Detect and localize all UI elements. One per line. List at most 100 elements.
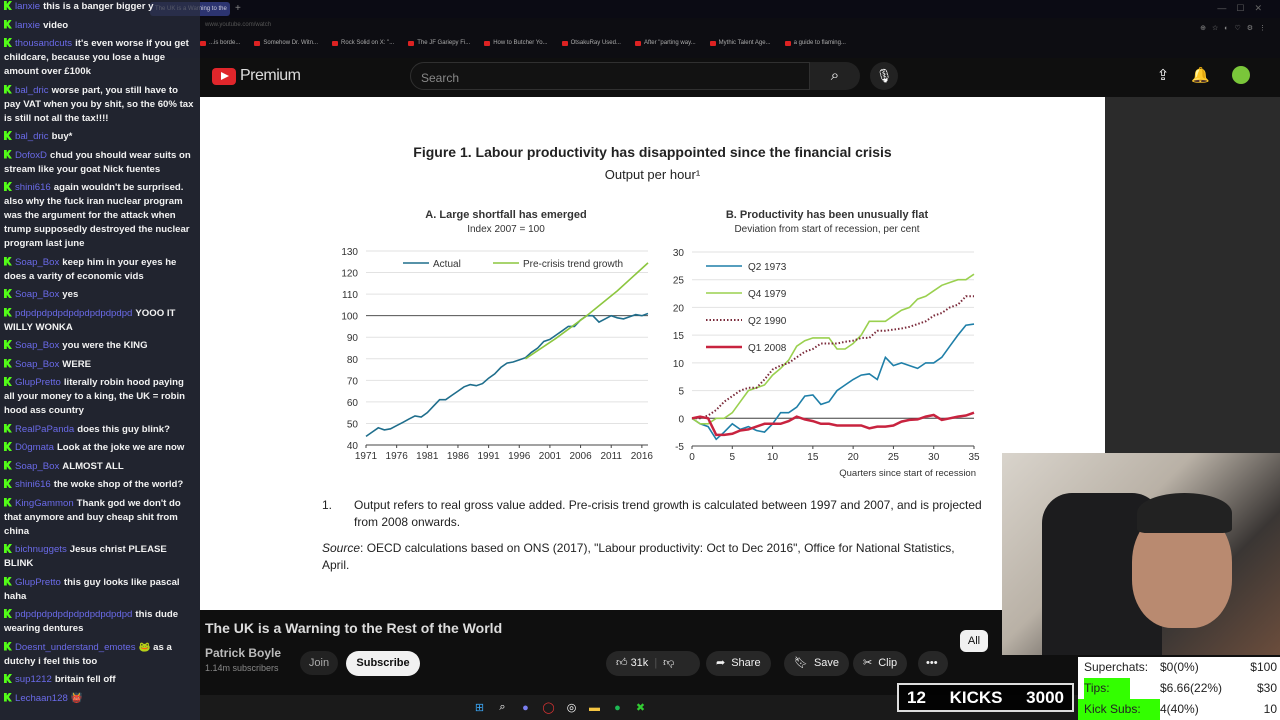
bookmark-favicon-icon — [784, 40, 791, 46]
kick-badge-icon — [4, 182, 12, 191]
bookmark-item[interactable]: Somehow Dr. Witn... — [254, 40, 318, 46]
bookmark-favicon-icon — [561, 40, 568, 46]
chat-username[interactable]: lanxie — [15, 1, 41, 12]
bookmark-label: Rock Solid on X: "... — [341, 40, 395, 46]
bookmark-item[interactable]: Mythic Talent Age... — [709, 40, 771, 46]
footnote: 1. Output refers to real gross value add… — [322, 497, 982, 531]
bookmark-favicon-icon — [634, 40, 641, 46]
bookmark-label: a guide to flaming... — [793, 40, 846, 46]
kick-badge-icon — [4, 674, 12, 683]
kick-badge-icon — [4, 609, 12, 618]
chat-username[interactable]: thousandcuts — [15, 38, 73, 49]
upload-icon[interactable]: ⇪ — [1156, 67, 1170, 84]
bookmark-item[interactable]: After "parting way... — [634, 40, 696, 46]
bookmark-item[interactable]: The JF Gariepy Fi... — [408, 40, 470, 46]
bookmark-label: The JF Gariepy Fi... — [417, 40, 471, 46]
series-line-pre-crisis-trend-growth — [524, 262, 649, 360]
url-bar[interactable]: www.youtube.com/watch — [205, 22, 272, 28]
chat-username[interactable]: Lechaan128 — [15, 692, 68, 704]
new-tab-button[interactable]: + — [235, 3, 241, 14]
chip-all[interactable]: All — [960, 630, 988, 652]
search-input[interactable]: Search — [410, 62, 810, 90]
more-actions-button[interactable]: ••• — [918, 651, 948, 676]
y-tick-label: 30 — [673, 248, 685, 259]
clip-button[interactable]: ✂ Clip — [853, 651, 908, 676]
chat-username[interactable]: GlupPretto — [15, 377, 61, 388]
video-frame-document: Figure 1. Labour productivity has disapp… — [200, 97, 1105, 610]
bookmark-item[interactable]: ...is borde... — [200, 40, 240, 46]
channel-name[interactable]: Patrick Boyle — [205, 646, 282, 660]
header-actions: ⇪ 🔔 — [1157, 66, 1250, 84]
streamer-cap — [1137, 493, 1232, 533]
chat-username[interactable]: sup1212 — [15, 674, 52, 685]
chat-username[interactable]: DofoxD — [15, 149, 47, 161]
chat-username[interactable]: lanxie — [15, 19, 41, 31]
windows-start-icon[interactable]: ⊞ — [474, 702, 485, 714]
obs-icon[interactable]: ◎ — [566, 702, 577, 714]
y-tick-label: -5 — [675, 442, 684, 453]
window-controls[interactable]: —☐✕ — [1217, 3, 1272, 13]
join-button[interactable]: Join — [300, 651, 338, 675]
xbox-icon[interactable]: ✖ — [635, 702, 646, 714]
kick-badge-icon — [4, 641, 12, 651]
chat-text: 👹 — [70, 692, 83, 704]
chat-text: worse part, you still have to pay VAT wh… — [4, 84, 194, 124]
chat-username[interactable]: shini616 — [15, 182, 51, 193]
chat-username[interactable]: Soap_Box — [15, 358, 60, 370]
taskbar-search-icon[interactable]: ⌕ — [499, 701, 506, 713]
legend-label: Q2 1973 — [748, 262, 787, 273]
subscribe-button[interactable]: Subscribe — [346, 651, 420, 676]
bookmark-item[interactable]: a guide to flaming... — [784, 40, 846, 46]
chat-message: Doesnt_understand_emotes 🐸 as a dutchy i … — [4, 641, 196, 669]
stream-chat-overlay: lanxie this is a banger bigger y lanxie vid… — [0, 0, 200, 720]
chat-username[interactable]: bichnuggets — [15, 544, 67, 555]
chat-username[interactable]: D0gmata — [15, 442, 54, 453]
kick-badge-icon — [4, 256, 12, 266]
chat-username[interactable]: Soap_Box — [15, 460, 60, 472]
source-note: Source: OECD calculations based on ONS (… — [322, 540, 982, 574]
kick-badge-icon — [4, 423, 12, 433]
youtube-header: Premium Search ⌕ 🎙 ⇪ 🔔 — [200, 58, 1280, 97]
opera-icon[interactable]: ◯ — [542, 702, 555, 714]
chat-text: buy* — [51, 131, 73, 142]
x-tick-label: 2006 — [569, 451, 592, 462]
save-button[interactable]: 🔖︎ Save — [784, 651, 850, 676]
chat-text: ALMOST ALL — [62, 460, 124, 472]
chat-username[interactable]: bal_dric — [15, 84, 49, 96]
chat-username[interactable]: Soap_Box — [15, 256, 60, 268]
chat-username[interactable]: Doesnt_understand_emotes — [15, 641, 136, 653]
chat-message: Soap_Box WERE — [4, 358, 196, 372]
chat-username[interactable]: Soap_Box — [15, 340, 60, 351]
bookmark-item[interactable]: Rock Solid on X: "... — [332, 40, 394, 46]
extension-icons[interactable]: ⊕☆◐♡⚙⋮ — [1200, 25, 1272, 32]
spotify-icon[interactable]: ● — [614, 701, 621, 714]
chat-username[interactable]: RealPaPanda — [15, 423, 75, 435]
chat-message: lanxie this is a banger bigger y — [4, 0, 196, 14]
youtube-premium-logo[interactable]: Premium — [212, 67, 301, 85]
chat-username[interactable]: bal_dric — [15, 131, 49, 142]
like-button[interactable]: 👍︎ 31k — [616, 651, 648, 676]
chat-username[interactable]: shini616 — [15, 479, 51, 490]
discord-icon[interactable]: ● — [522, 701, 529, 714]
legend-label: Q1 2008 — [748, 343, 787, 354]
video-side-background — [1105, 97, 1280, 453]
chat-username[interactable]: pdpdpdpdpdpdpdpdpdpdpd — [15, 307, 133, 319]
chat-username[interactable]: pdpdpdpdpdpdpdpdpdpdpd — [15, 609, 133, 620]
chat-message: Soap_Box you were the KING — [4, 339, 196, 353]
search-button[interactable]: ⌕ — [810, 62, 860, 90]
chat-username[interactable]: KingGammon — [15, 497, 74, 509]
source-text: : OECD calculations based on ONS (2017),… — [322, 541, 955, 572]
voice-search-button[interactable]: 🎙 — [870, 62, 898, 90]
chat-text: britain fell off — [54, 674, 116, 685]
folder-icon[interactable]: ▬ — [589, 701, 600, 714]
chat-username[interactable]: GlupPretto — [15, 576, 61, 588]
dislike-button[interactable]: 👎︎ — [663, 651, 674, 676]
share-button[interactable]: ➦ Share — [706, 651, 771, 676]
chat-username[interactable]: Soap_Box — [15, 289, 60, 300]
avatar[interactable] — [1232, 66, 1250, 84]
y-tick-label: 130 — [341, 247, 358, 258]
bell-icon[interactable]: 🔔 — [1191, 67, 1210, 84]
y-tick-label: 0 — [678, 414, 684, 425]
bookmark-item[interactable]: How to Butcher Yo... — [484, 40, 548, 46]
bookmark-item[interactable]: OtsakuRay Used... — [561, 40, 621, 46]
